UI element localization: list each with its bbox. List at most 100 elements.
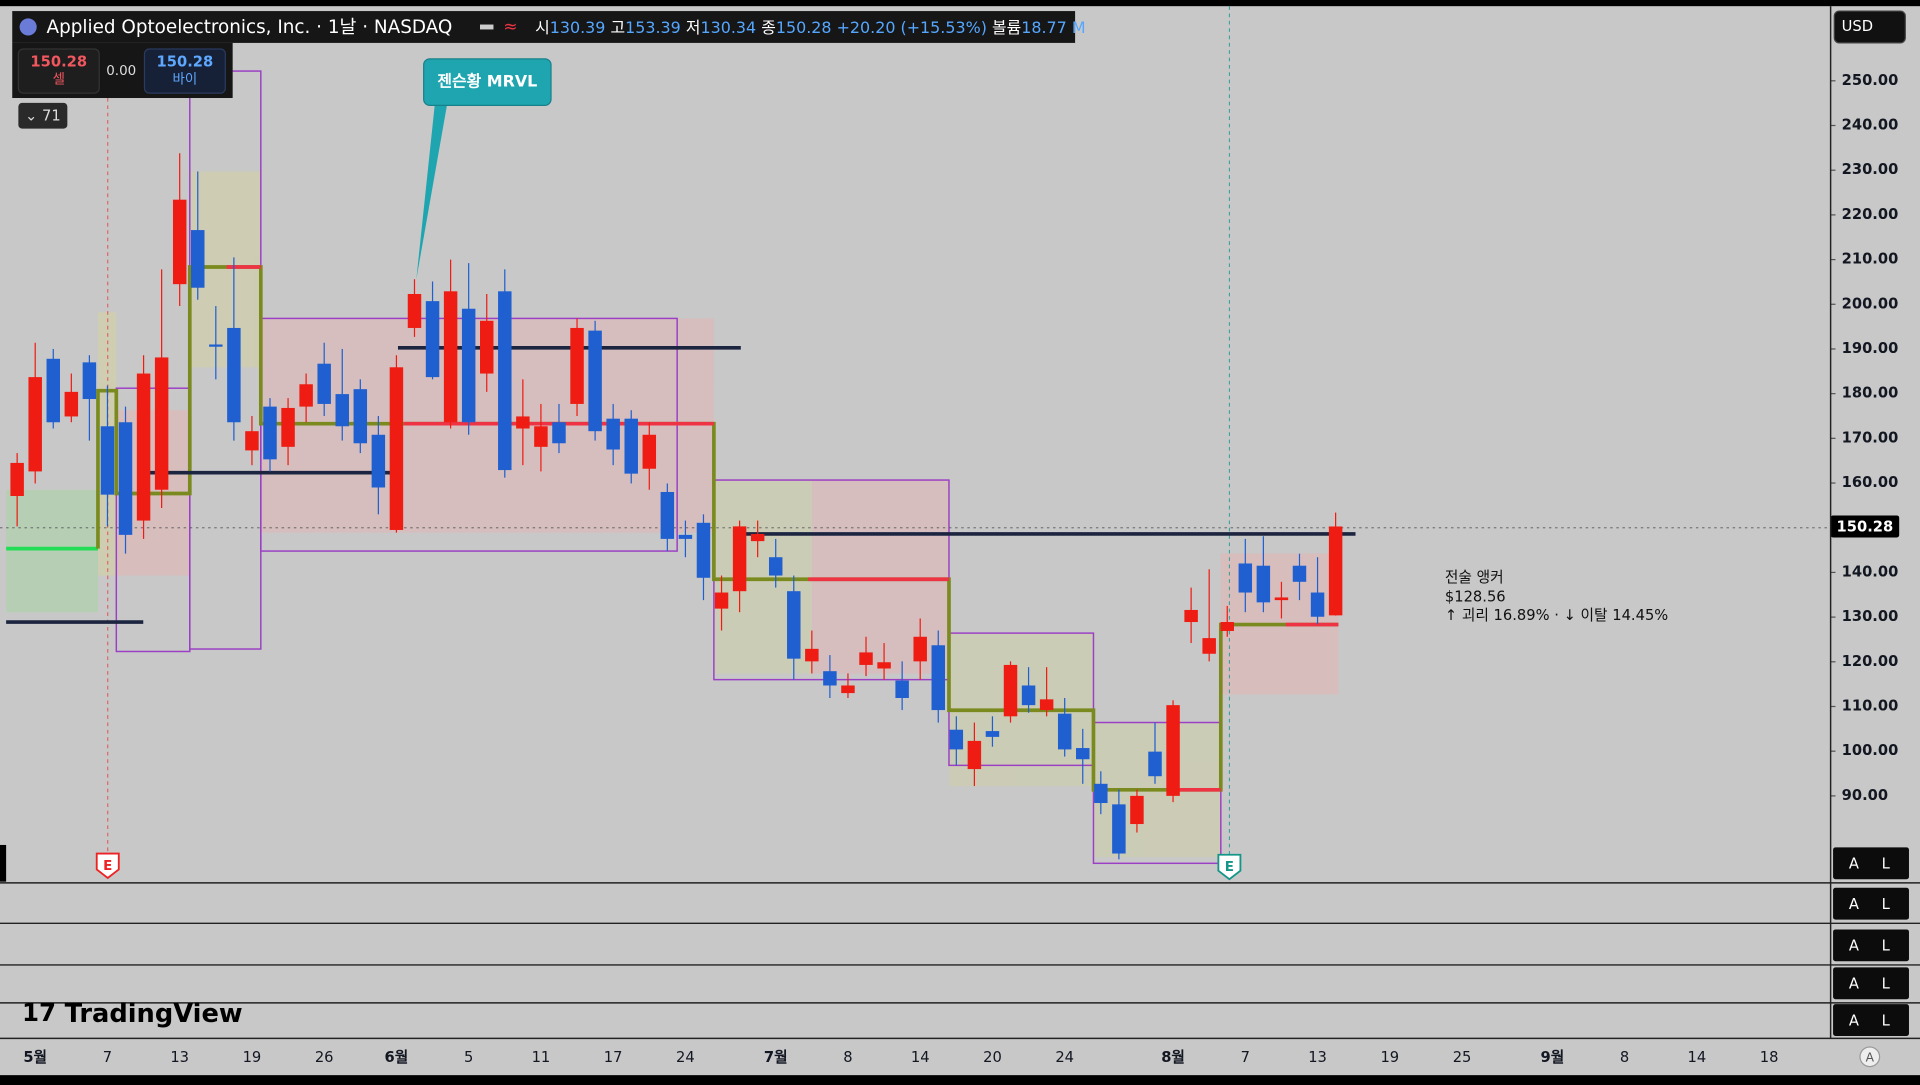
icon: ≈ xyxy=(503,17,517,37)
y-tick-label: 170.00 xyxy=(1842,429,1899,446)
x-tick-label: 11 xyxy=(532,1049,551,1066)
x-tick-label: 18 xyxy=(1760,1049,1779,1066)
sell-button[interactable] xyxy=(17,48,100,94)
logo-text: TradingView xyxy=(65,998,243,1028)
candle-body xyxy=(732,526,747,592)
candle-body xyxy=(1256,565,1271,603)
x-tick-label: 19 xyxy=(1380,1049,1399,1066)
y-tick-label: 210.00 xyxy=(1842,251,1899,268)
pane-auto-button[interactable]: A xyxy=(1849,856,1859,873)
price-axis: 90.00100.00110.00120.00130.00140.00150.0… xyxy=(1830,72,1900,804)
candle-body xyxy=(425,301,440,378)
pane-separators xyxy=(0,6,1920,1040)
currency-button[interactable] xyxy=(1833,10,1906,44)
candle-body xyxy=(1148,751,1162,777)
y-tick-label: 90.00 xyxy=(1842,787,1888,804)
candle-body xyxy=(335,394,349,427)
x-tick-label: 13 xyxy=(170,1049,189,1066)
y-tick-label: 220.00 xyxy=(1842,206,1899,223)
pane-auto-button[interactable]: A xyxy=(1849,938,1859,955)
candle-body xyxy=(1003,664,1018,717)
spread: 0.00 xyxy=(106,64,136,79)
x-tick-label: 24 xyxy=(1055,1049,1074,1066)
icon xyxy=(480,24,494,30)
x-tick-label: 25 xyxy=(1453,1049,1472,1066)
candle-body xyxy=(678,534,693,539)
pane-button-bg xyxy=(1833,929,1909,962)
pane-auto-button[interactable]: A xyxy=(1849,1012,1859,1029)
change: +20.20 (+15.53%) xyxy=(837,18,987,37)
ohlc-label: 저 xyxy=(686,18,701,37)
pane-button-bg xyxy=(1833,967,1909,1000)
buy-button[interactable] xyxy=(143,48,226,94)
callout-box xyxy=(423,58,552,106)
candle-body xyxy=(28,377,42,472)
x-tick-label: 13 xyxy=(1308,1049,1327,1066)
header-bar xyxy=(12,11,1076,43)
ohlc-value: 130.34 xyxy=(700,18,756,37)
anchor-title: 전술 앵커 xyxy=(1445,569,1504,586)
sell-label: 셀 xyxy=(53,72,65,88)
candle-body xyxy=(1202,638,1216,654)
candle-body xyxy=(46,358,60,423)
candle-body xyxy=(1130,795,1144,825)
candle-body xyxy=(1238,563,1253,593)
y-tick-label: 160.00 xyxy=(1842,474,1899,491)
x-tick-label: 8 xyxy=(843,1049,852,1066)
earnings-badge[interactable] xyxy=(1217,853,1242,881)
ohlc-label: 종 xyxy=(761,18,776,37)
candle-body xyxy=(750,533,765,542)
y-tick-label: 110.00 xyxy=(1842,697,1899,714)
y-tick-label: 140.00 xyxy=(1842,563,1899,580)
symbol-icon xyxy=(19,18,37,36)
zone xyxy=(6,489,98,613)
candle-body xyxy=(642,434,657,469)
symbol-title: Applied Optoelectronics, Inc. · 1날 · NAS… xyxy=(47,17,453,38)
chart-background xyxy=(0,6,1920,1076)
callout-text: 젠슨황 MRVL xyxy=(437,72,537,91)
candle-body xyxy=(136,373,151,521)
candle-body xyxy=(895,680,909,699)
ohlc-value: 153.39 xyxy=(625,18,681,37)
x-tick-label: 7월 xyxy=(764,1049,788,1066)
y-tick-label: 130.00 xyxy=(1842,608,1899,625)
x-tick-label: 20 xyxy=(983,1049,1002,1066)
candle-body xyxy=(64,391,79,417)
y-tick-label: 120.00 xyxy=(1842,653,1899,670)
candle-body xyxy=(913,636,927,662)
candle-body xyxy=(299,384,313,407)
earnings-label: E xyxy=(103,859,112,874)
candle-body xyxy=(877,662,891,669)
x-tick-label: 19 xyxy=(243,1049,262,1066)
anchor-stats: ↑ 괴리 16.89% · ↓ 이탈 14.45% xyxy=(1445,607,1668,624)
pane-log-button[interactable]: L xyxy=(1882,976,1891,993)
y-tick-label: 250.00 xyxy=(1842,72,1899,89)
x-tick-label: 14 xyxy=(1687,1049,1706,1066)
candle-body xyxy=(371,434,386,488)
pane-auto-button[interactable]: A xyxy=(1849,896,1859,913)
candle-body xyxy=(696,522,711,578)
pane-log-button[interactable]: L xyxy=(1882,896,1891,913)
pane-button-bg xyxy=(1833,887,1909,920)
pane-log-button[interactable]: L xyxy=(1882,938,1891,955)
pane-log-button[interactable]: L xyxy=(1882,1012,1891,1029)
indicator-toggle[interactable] xyxy=(18,102,68,129)
auto-scale-button[interactable] xyxy=(1859,1046,1881,1068)
candle-body xyxy=(1057,713,1072,750)
candle-body xyxy=(10,462,24,496)
candle-body xyxy=(263,406,277,460)
pane-buttons: A L A L A L A L A L xyxy=(1833,847,1909,1036)
candle-body xyxy=(949,729,964,750)
pane-auto-button[interactable]: A xyxy=(1849,976,1859,993)
candle-body xyxy=(407,293,422,328)
x-tick-label: 5 xyxy=(464,1049,473,1066)
pane-log-button[interactable]: L xyxy=(1882,856,1891,873)
candle-body xyxy=(1274,597,1289,601)
earnings-badge[interactable] xyxy=(95,852,120,880)
buy-label: 바이 xyxy=(173,72,198,88)
candle-body xyxy=(281,407,295,447)
x-tick-label: 7 xyxy=(1241,1049,1250,1066)
candle-body xyxy=(714,592,729,609)
candle-body xyxy=(480,320,494,374)
